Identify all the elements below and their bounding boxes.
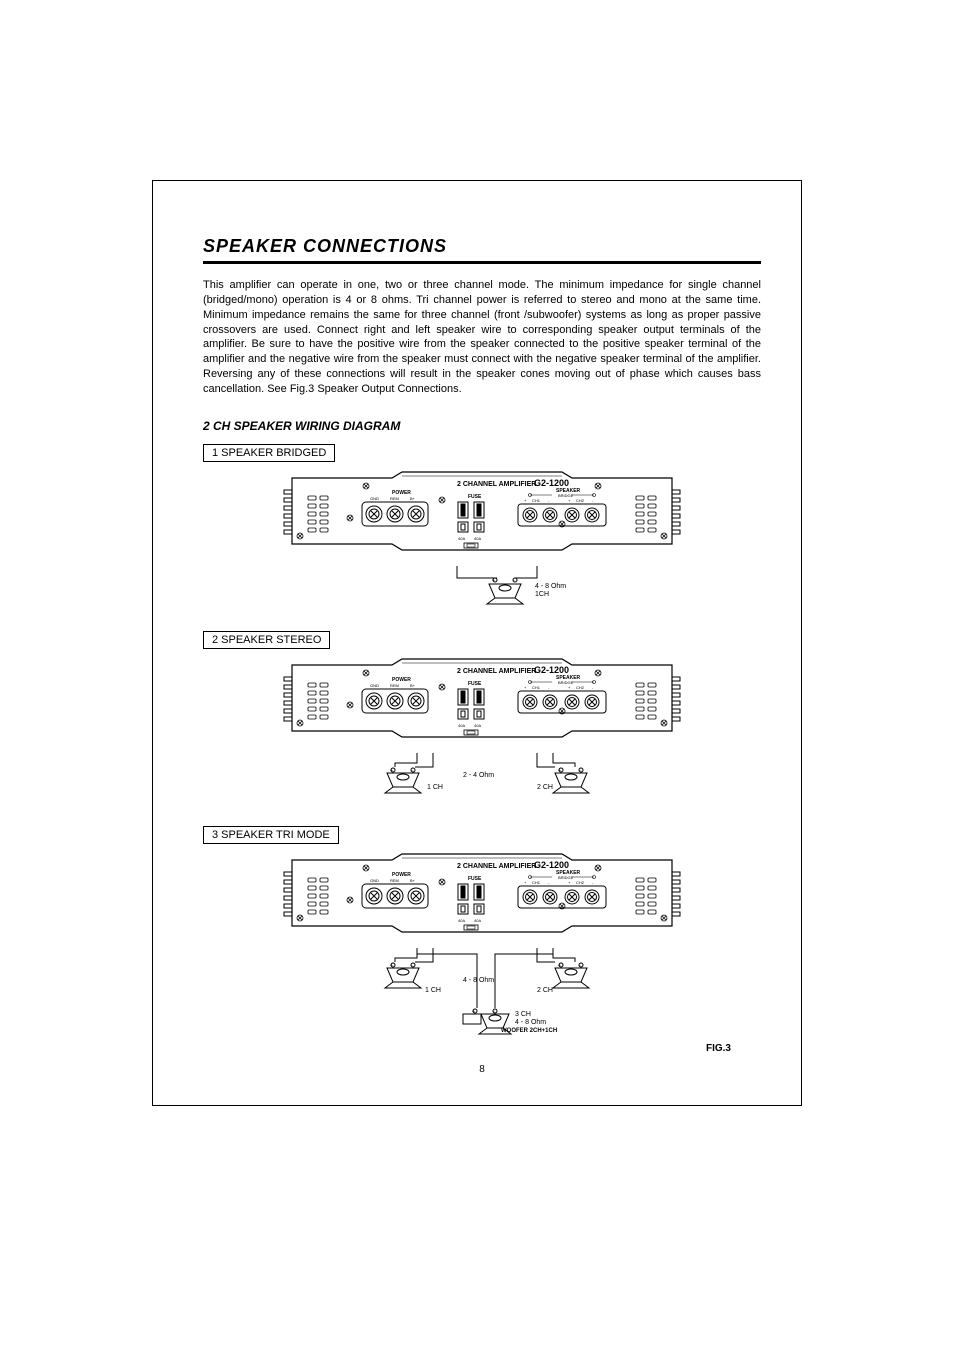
svg-text:CH1: CH1 — [532, 685, 541, 690]
svg-text:G2-1200: G2-1200 — [534, 665, 569, 675]
tri-speakers-svg: + - 1 CH 4 - 8 Ohm + - 2 CH + - — [377, 948, 657, 1058]
section-title: SPEAKER CONNECTIONS — [203, 236, 761, 257]
svg-text:2 CHANNEL AMPLIFIER: 2 CHANNEL AMPLIFIER — [457, 668, 536, 675]
diagram-subhead: 2 CH SPEAKER WIRING DIAGRAM — [203, 419, 761, 433]
svg-text:REM: REM — [390, 683, 399, 688]
svg-text:CH2: CH2 — [576, 685, 585, 690]
svg-text:B+: B+ — [410, 878, 416, 883]
amplifier-diagram-tri: 2 CHANNEL AMPLIFIER G2-1200 POWER GND RE… — [272, 850, 692, 940]
svg-text:CH2: CH2 — [576, 880, 585, 885]
svg-text:G2-1200: G2-1200 — [534, 478, 569, 488]
svg-text:40A: 40A — [474, 723, 481, 728]
tri-woof-ch: 3 CH — [515, 1011, 531, 1018]
stereo-ch1-label: 1 CH — [427, 784, 443, 791]
svg-text:-: - — [513, 578, 515, 584]
tri-ch2-label: 2 CH — [537, 987, 553, 994]
svg-text:REM: REM — [390, 878, 399, 883]
svg-text:2 CHANNEL AMPLIFIER: 2 CHANNEL AMPLIFIER — [457, 481, 536, 488]
svg-text:FUSE: FUSE — [468, 876, 482, 882]
mode-label-stereo: 2 SPEAKER STEREO — [203, 631, 330, 649]
mode-label-bridged: 1 SPEAKER BRIDGED — [203, 444, 335, 462]
svg-text:2 CHANNEL AMPLIFIER: 2 CHANNEL AMPLIFIER — [457, 863, 536, 870]
svg-text:BRIDGE: BRIDGE — [558, 493, 574, 498]
manual-page: SPEAKER CONNECTIONS This amplifier can o… — [152, 180, 802, 1106]
svg-text:40A: 40A — [458, 536, 465, 541]
amplifier-diagram-bridged: 2 CHANNEL AMPLIFIER G2-1200 POWER GND RE… — [272, 468, 692, 558]
svg-text:40A: 40A — [474, 918, 481, 923]
stereo-speakers-svg: + - 1 CH 2 - 4 Ohm + - 2 CH — [377, 753, 657, 803]
svg-text:B+: B+ — [410, 683, 416, 688]
svg-text:CH1: CH1 — [532, 498, 541, 503]
mode-label-tri: 3 SPEAKER TRI MODE — [203, 826, 339, 844]
svg-text:GND: GND — [370, 683, 379, 688]
svg-text:G2-1200: G2-1200 — [534, 860, 569, 870]
svg-text:BRIDGE: BRIDGE — [558, 875, 574, 880]
bridged-speaker-svg: + - 4 - 8 Ohm 1CH — [427, 566, 627, 612]
svg-text:GND: GND — [370, 496, 379, 501]
svg-text:FUSE: FUSE — [468, 494, 482, 500]
bridged-ch-label: 1CH — [535, 591, 549, 598]
svg-text:REM: REM — [390, 496, 399, 501]
svg-text:+: + — [492, 578, 495, 584]
svg-text:BRIDGE: BRIDGE — [558, 680, 574, 685]
title-rule — [203, 261, 761, 264]
svg-text:CH1: CH1 — [532, 880, 541, 885]
amplifier-diagram-stereo: 2 CHANNEL AMPLIFIER G2-1200 POWER GND RE… — [272, 655, 692, 745]
tri-woof-note: WOOFER 2CH+1CH — [501, 1028, 557, 1034]
page-number: 8 — [203, 1064, 761, 1075]
svg-text:40A: 40A — [458, 723, 465, 728]
svg-text:B+: B+ — [410, 496, 416, 501]
svg-text:GND: GND — [370, 878, 379, 883]
stereo-ch2-label: 2 CH — [537, 784, 553, 791]
bridged-ohm-label: 4 - 8 Ohm — [535, 583, 566, 590]
stereo-ohm-label: 2 - 4 Ohm — [463, 772, 494, 779]
tri-ohm-top-label: 4 - 8 Ohm — [463, 977, 494, 984]
tri-ch1-label: 1 CH — [425, 987, 441, 994]
svg-text:40A: 40A — [474, 536, 481, 541]
figure-label: FIG.3 — [706, 1043, 731, 1054]
svg-text:CH2: CH2 — [576, 498, 585, 503]
body-paragraph: This amplifier can operate in one, two o… — [203, 278, 761, 397]
tri-woof-ohm: 4 - 8 Ohm — [515, 1019, 546, 1026]
wiring-diagram: 1 SPEAKER BRIDGED — [203, 443, 761, 1058]
svg-text:FUSE: FUSE — [468, 681, 482, 687]
svg-text:40A: 40A — [458, 918, 465, 923]
